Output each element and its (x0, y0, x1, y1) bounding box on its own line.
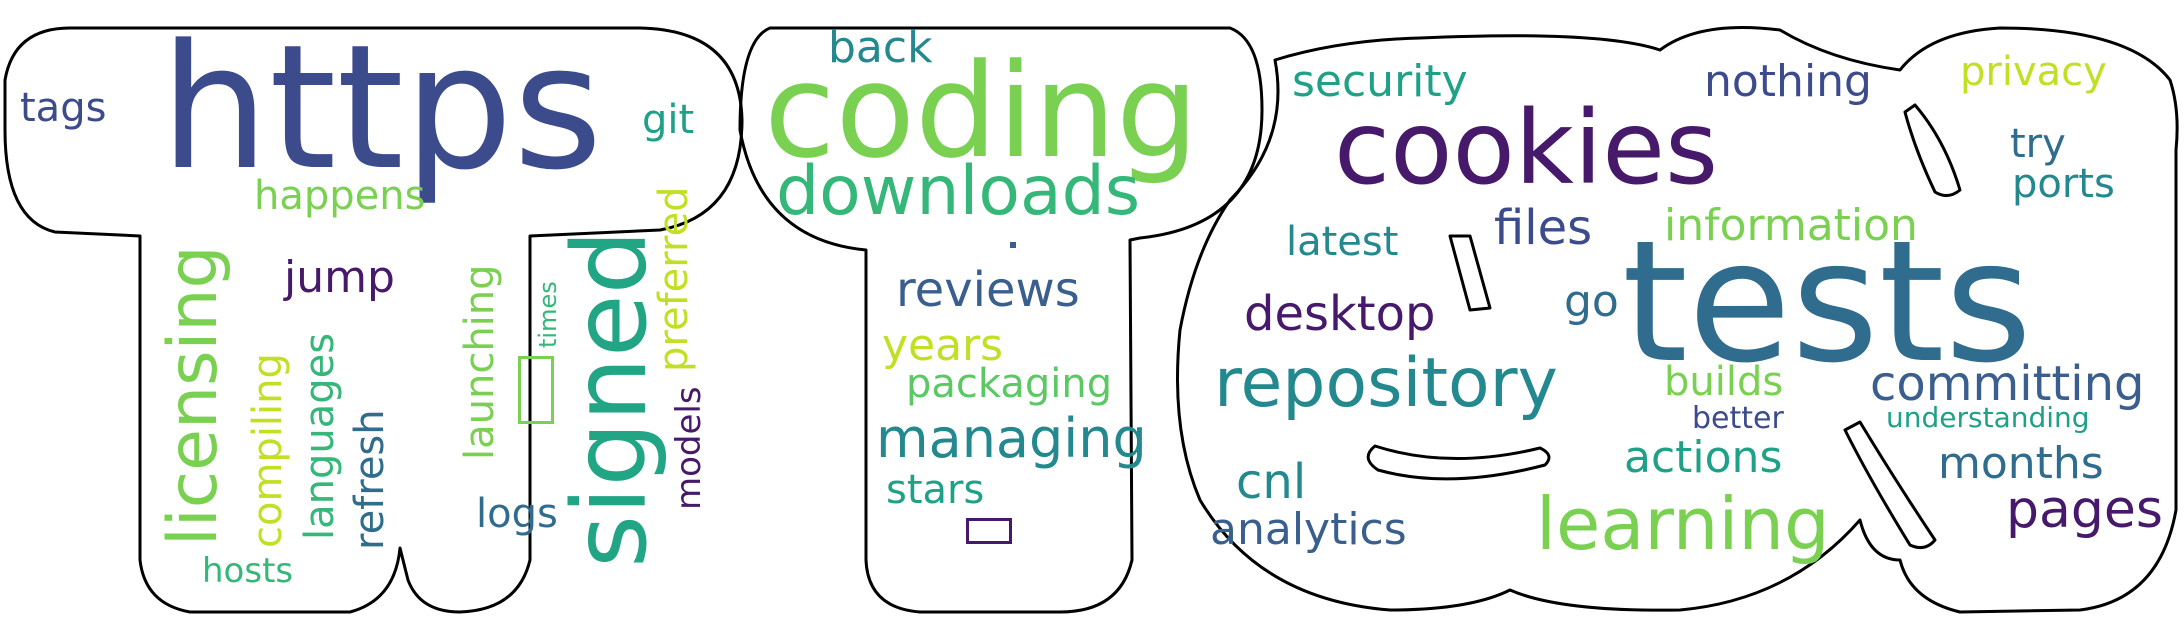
word-back: back (828, 22, 933, 73)
outline-slot-b (1366, 444, 1551, 481)
word-learning: learning (1536, 482, 1830, 566)
word-managing: managing (876, 407, 1147, 470)
word-reviews: reviews (896, 262, 1080, 318)
word-information: information (1664, 200, 1918, 251)
word-stars: stars (886, 467, 985, 513)
word-coding: coding (764, 35, 1199, 187)
word-years: years (882, 320, 1004, 371)
word-preferred: preferred (651, 186, 697, 372)
word-latest: latest (1286, 219, 1399, 265)
word-tags: tags (20, 85, 107, 131)
word-git: git (642, 97, 695, 143)
outline-slot-a (1448, 234, 1492, 312)
word-happens: happens (254, 173, 426, 219)
word-cnl: cnl (1236, 454, 1307, 510)
word-privacy: privacy (1960, 49, 2107, 95)
word-refresh: refresh (347, 409, 393, 550)
word-repository: repository (1214, 344, 1558, 423)
word-understanding: understanding (1886, 401, 2090, 434)
word-packaging: packaging (906, 361, 1113, 407)
word-better: better (1692, 401, 1784, 436)
outline-slot-c (1903, 103, 1962, 197)
outline-letter-n (1176, 26, 2179, 614)
word-try: try (2010, 121, 2066, 167)
word-committing: committing (1870, 356, 2145, 412)
word-licensing: licensing (154, 245, 233, 546)
word-go: go (1564, 276, 1619, 327)
word-actions: actions (1624, 432, 1783, 483)
word-launching: launching (457, 264, 503, 460)
word-downloads: downloads (776, 152, 1141, 231)
word-builds: builds (1664, 359, 1784, 405)
word-pages: pages (2006, 480, 2163, 540)
word-times: times (534, 281, 562, 348)
word-desktop: desktop (1244, 286, 1436, 342)
word-months: months (1938, 438, 2104, 489)
word-models: models (669, 386, 709, 510)
word-jump: jump (284, 252, 395, 303)
word-tests: tests (1622, 204, 2033, 400)
word-security: security (1292, 56, 1468, 107)
word-signed: signed (551, 229, 670, 568)
word-compiling: compiling (245, 353, 291, 548)
word-nothing: nothing (1704, 56, 1872, 107)
word-cookies: cookies (1334, 89, 1719, 208)
word-https: https (160, 7, 603, 208)
word-languages: languages (297, 332, 343, 540)
missing-glyph-box-1 (518, 356, 554, 424)
outline-slot-d (1843, 420, 1937, 550)
word-hosts: hosts (202, 551, 294, 591)
dot-mark (1010, 242, 1016, 248)
outline-letter-t2 (738, 26, 1264, 614)
word-logs: logs (476, 491, 558, 537)
word-ports: ports (2012, 161, 2115, 207)
word-analytics: analytics (1210, 504, 1407, 555)
word-files: files (1494, 200, 1593, 256)
missing-glyph-box-2 (966, 518, 1012, 544)
